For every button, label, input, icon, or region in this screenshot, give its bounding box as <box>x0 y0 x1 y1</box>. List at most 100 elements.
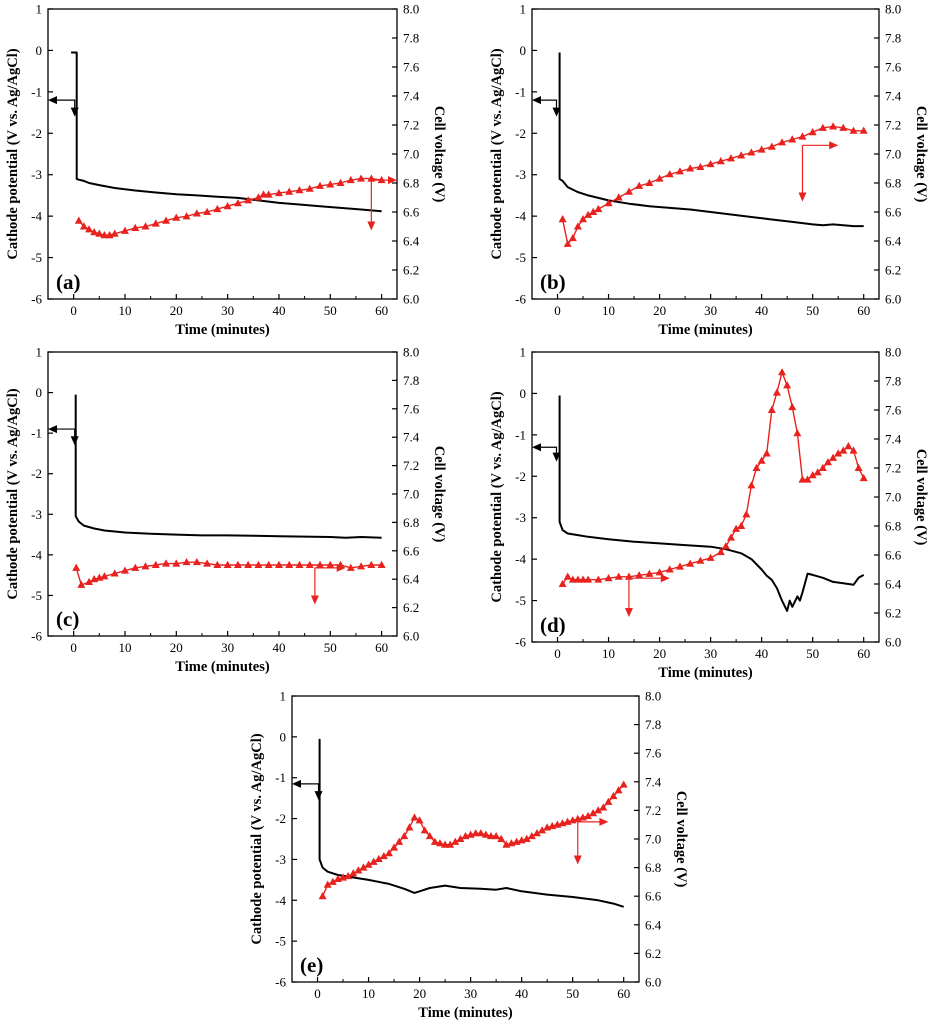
y-right-tick-label: 6.0 <box>403 629 419 644</box>
y-left-tick-label: 0 <box>36 385 43 400</box>
cell-voltage-point <box>732 524 741 532</box>
cell-voltage-point <box>430 837 439 845</box>
y-right-tick-label: 7.0 <box>645 832 661 847</box>
y-left-tick-label: -1 <box>275 770 286 785</box>
x-tick-label: 30 <box>221 303 234 318</box>
y-right-tick-label: 6.6 <box>403 205 420 220</box>
y-left-tick-label: -2 <box>31 126 42 141</box>
cell-voltage-point <box>568 233 577 242</box>
cell-voltage-point <box>727 533 736 541</box>
cell-voltage-point <box>823 458 832 466</box>
x-tick-label: 50 <box>806 303 819 318</box>
y-right-tick-label: 7.8 <box>645 717 661 732</box>
y-left-tick-label: -3 <box>515 167 526 182</box>
cell-voltage-point <box>849 446 858 454</box>
cell-voltage-point <box>336 178 345 186</box>
cell-voltage-point <box>131 223 140 231</box>
y-right-tick-label: 7.0 <box>885 490 901 505</box>
arrow-head-right <box>829 141 839 150</box>
cell-voltage-point <box>808 128 817 136</box>
cell-voltage-point <box>686 164 695 172</box>
y-left-axis-label: Cathode potential (V vs. Ag/AgCl) <box>489 48 505 259</box>
y-left-tick-label: 1 <box>36 2 43 17</box>
y-right-axis-label: Cell voltage (V) <box>673 791 689 888</box>
cell-voltage-point <box>326 180 335 188</box>
cell-voltage-point <box>223 560 232 568</box>
cell-voltage-point <box>635 571 644 579</box>
y-left-tick-label: -2 <box>515 126 526 141</box>
arrow-head-left <box>292 779 301 788</box>
y-right-axis-label: Cell voltage (V) <box>913 449 929 546</box>
cell-voltage-point <box>573 575 582 583</box>
cell-voltage-point <box>655 568 664 576</box>
cell-voltage-point <box>665 170 674 178</box>
cell-voltage-point <box>295 186 304 194</box>
x-tick-label: 30 <box>464 986 477 1001</box>
x-tick-label: 50 <box>324 303 337 318</box>
cell-voltage-point <box>357 174 366 182</box>
cell-voltage-point <box>675 562 684 570</box>
cell-voltage-point <box>757 145 766 153</box>
cell-voltage-point <box>369 857 378 865</box>
x-tick-label: 10 <box>118 303 131 318</box>
cell-voltage-point <box>558 215 567 223</box>
cell-voltage-point <box>614 193 623 201</box>
plot-frame <box>531 8 880 300</box>
cell-voltage-point <box>328 877 337 885</box>
cell-voltage-point <box>829 453 838 461</box>
cell-voltage-point <box>213 204 222 213</box>
arrow-head-down <box>70 107 79 117</box>
x-tick-label: 10 <box>602 646 615 661</box>
y-right-tick-label: 6.8 <box>403 176 419 191</box>
arrow-head-right <box>336 563 346 572</box>
y-left-tick-label: -1 <box>31 426 42 441</box>
cell-voltage-point <box>645 178 654 186</box>
x-tick-label: 10 <box>118 640 131 655</box>
cell-voltage-point <box>357 562 366 570</box>
cell-voltage-point <box>110 569 119 577</box>
cathode-potential-line <box>558 52 864 228</box>
y-left-tick-label: 0 <box>520 386 527 401</box>
cell-voltage-point <box>798 475 807 483</box>
cell-voltage-point <box>151 560 160 568</box>
y-left-tick-label: -4 <box>515 209 526 224</box>
cell-voltage-point <box>305 560 314 568</box>
y-right-tick-label: 8.0 <box>885 2 901 17</box>
y-left-tick-label: -6 <box>31 292 42 307</box>
cell-voltage-point <box>244 196 253 204</box>
y-right-tick-label: 8.0 <box>885 345 901 360</box>
y-left-tick-label: 1 <box>36 345 43 360</box>
y-right-tick-label: 7.2 <box>403 118 419 133</box>
panel-label: (b) <box>540 270 566 294</box>
cell-voltage-point <box>747 481 756 489</box>
y-right-axis-label: Cell voltage (V) <box>431 446 447 543</box>
y-right-tick-label: 6.6 <box>645 889 662 904</box>
x-tick-label: 0 <box>554 303 561 318</box>
y-right-tick-label: 6.2 <box>645 946 661 961</box>
panel-label: (d) <box>540 613 566 637</box>
cell-voltage-point <box>192 557 201 566</box>
arrow-head-down <box>624 608 633 617</box>
cell-voltage-point <box>665 565 674 573</box>
y-right-tick-label: 6.8 <box>885 176 901 191</box>
cell-voltage-point <box>737 151 746 159</box>
cell-voltage-point <box>259 190 268 198</box>
x-tick-label: 60 <box>857 646 870 661</box>
cell-voltage-point <box>747 148 756 156</box>
y-right-tick-label: 6.0 <box>403 292 419 307</box>
cell-voltage-point <box>594 575 603 583</box>
cell-voltage-point <box>162 216 171 224</box>
cell-voltage-point <box>349 869 358 877</box>
cathode-axis-arrow <box>300 783 320 797</box>
cell-voltage-point <box>223 202 232 210</box>
chart-panel-4: 0 10 20 30 40 50 60 -6 -5 -4 -3 -2 -1 0 1 6.0 6.2 6.4 6.6 6… <box>489 345 929 682</box>
y-right-tick-label: 6.4 <box>645 917 662 932</box>
x-tick-label: 0 <box>70 303 77 318</box>
y-right-tick-label: 7.0 <box>403 147 419 162</box>
cell-voltage-point <box>788 402 797 411</box>
cell-voltage-point <box>456 834 465 842</box>
cell-voltage-point <box>527 831 536 840</box>
arrow-head-down <box>367 221 376 231</box>
x-tick-label: 20 <box>170 303 183 318</box>
arrow-head-down <box>573 855 582 865</box>
